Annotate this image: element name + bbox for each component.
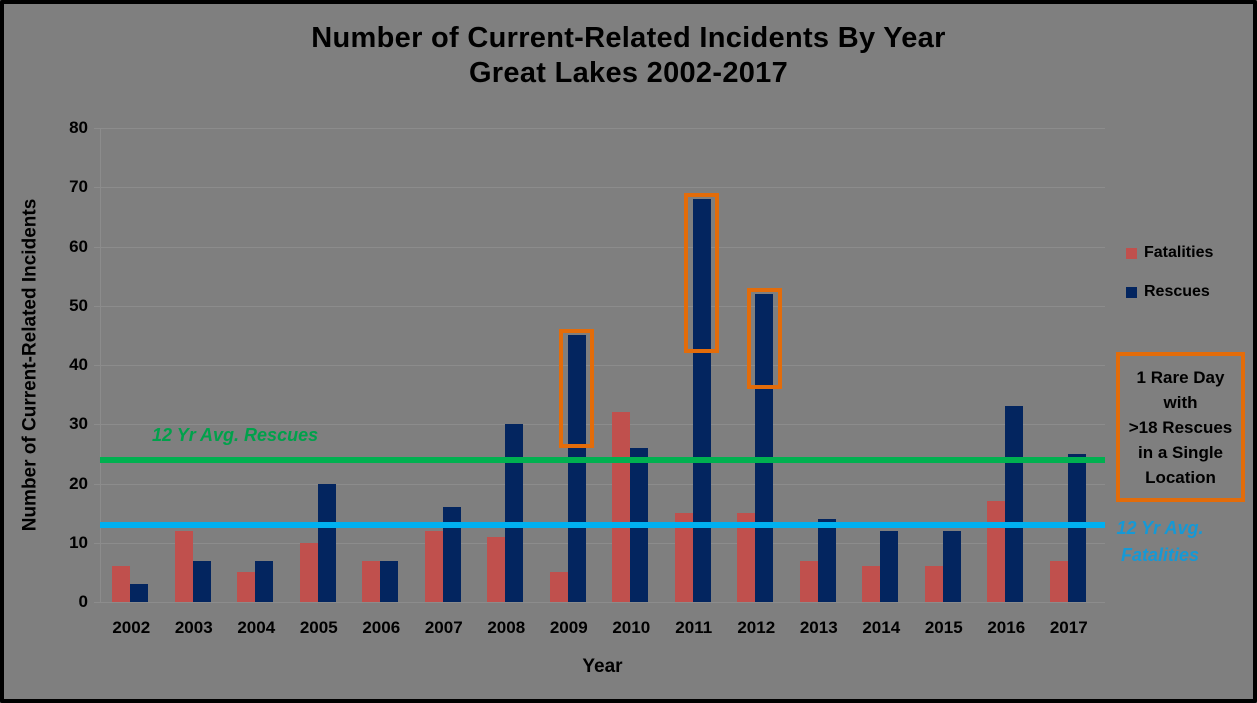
bar-fatalities-2010	[612, 412, 631, 602]
legend-item-fatalities: Fatalities	[1126, 244, 1213, 262]
bar-rescues-2003	[192, 560, 211, 602]
y-tick-label: 80	[69, 118, 88, 137]
bar-rescues-2006	[380, 560, 399, 602]
y-axis-tick-80	[94, 128, 100, 129]
bar-rescues-2011	[692, 199, 711, 602]
gridline-0	[100, 602, 1105, 603]
bar-rescues-2009	[567, 335, 586, 602]
y-tick-label: 40	[69, 355, 88, 374]
y-axis-tick-30	[94, 424, 100, 425]
x-tick-label-2013: 2013	[799, 618, 838, 637]
gridline-40	[100, 365, 1105, 366]
x-tick-label-2009: 2009	[549, 618, 588, 637]
x-tick-label-2010: 2010	[612, 618, 651, 637]
chart-title-line2: Great Lakes 2002-2017	[468, 57, 789, 89]
y-axis-tick-60	[94, 247, 100, 248]
y-tick-label: 30	[69, 414, 88, 433]
y-tick-label: 0	[78, 592, 88, 611]
y-tick-label: 70	[69, 177, 88, 196]
legend-label-fatalities: Fatalities	[1144, 244, 1214, 261]
bar-fatalities-2006	[362, 560, 381, 602]
bar-fatalities-2007	[424, 530, 443, 602]
bar-fatalities-2003	[174, 530, 193, 602]
gridline-30	[100, 424, 1105, 425]
bar-fatalities-2013	[799, 560, 818, 602]
y-axis-line	[100, 128, 101, 602]
bar-fatalities-2008	[487, 536, 506, 602]
bar-fatalities-2009	[549, 572, 568, 602]
bar-rescues-2008	[505, 424, 524, 602]
bar-fatalities-2011	[674, 513, 693, 602]
y-tick-label: 50	[69, 296, 88, 315]
y-axis-tick-0	[94, 602, 100, 603]
bar-fatalities-2017	[1049, 560, 1068, 602]
fatalities-swatch-icon	[1126, 247, 1137, 259]
x-tick-label-2016: 2016	[987, 618, 1026, 637]
bar-rescues-2005	[317, 483, 336, 602]
y-axis-tick-20	[94, 484, 100, 485]
gridline-20	[100, 484, 1105, 485]
highlight-box-2009	[559, 329, 595, 448]
highlight-box-2011	[684, 193, 720, 354]
bar-rescues-2007	[442, 507, 461, 602]
y-axis-tick-40	[94, 365, 100, 366]
avg-rescues-line-label: 12 Yr Avg. Rescues	[152, 425, 319, 445]
bar-fatalities-2016	[987, 501, 1006, 602]
y-axis-tick-70	[94, 187, 100, 188]
gridline-70	[100, 187, 1105, 188]
annotation-text: 1 Rare Day with >18 Rescues in a Single …	[1128, 367, 1233, 487]
bar-fatalities-2014	[862, 566, 881, 602]
bar-rescues-2014	[880, 530, 899, 602]
bar-rescues-2002	[130, 584, 149, 602]
bar-fatalities-2002	[112, 566, 131, 602]
gridline-80	[100, 128, 1105, 129]
x-tick-label-2007: 2007	[424, 618, 463, 637]
rescues-swatch-icon	[1126, 286, 1137, 298]
bar-fatalities-2015	[924, 566, 943, 602]
x-tick-label-2011: 2011	[675, 618, 713, 637]
bar-rescues-2013	[817, 519, 836, 602]
plot-area: 0 10 20 30 40 50 60 70 80 2002 2003 2004 2005 2006 200…	[4, 4, 1253, 699]
x-tick-label-2004: 2004	[237, 618, 276, 637]
bar-rescues-2004	[255, 560, 274, 602]
gridline-50	[100, 306, 1105, 307]
y-tick-label: 60	[69, 237, 88, 256]
x-tick-label-2014: 2014	[862, 618, 901, 637]
y-axis-tick-50	[94, 306, 100, 307]
legend-item-rescues: Rescues	[1126, 283, 1213, 301]
bar-rescues-2016	[1005, 406, 1024, 602]
x-tick-label-2015: 2015	[924, 618, 963, 637]
x-tick-label-2005: 2005	[299, 618, 338, 637]
y-axis-tick-10	[94, 543, 100, 544]
y-tick-label: 20	[69, 474, 88, 493]
x-tick-label-2003: 2003	[174, 618, 213, 637]
legend-label-rescues: Rescues	[1144, 283, 1210, 300]
legend: Fatalities Rescues	[1126, 244, 1213, 322]
y-tick-label: 10	[69, 533, 88, 552]
avg-line-avgfatalities	[100, 521, 1105, 528]
bar-fatalities-2012	[737, 513, 756, 602]
x-tick-label-2006: 2006	[362, 618, 401, 637]
gridline-60	[100, 247, 1105, 248]
x-tick-label-2002: 2002	[112, 618, 151, 637]
bar-fatalities-2004	[237, 572, 256, 602]
avg-fatalities-line-label: 12 Yr Avg. Fatalities	[1116, 518, 1204, 565]
avg-line-rescues	[100, 456, 1105, 463]
bar-rescues-2015	[942, 530, 961, 602]
x-tick-label-2008: 2008	[487, 618, 526, 637]
highlight-box-2012	[746, 287, 782, 389]
x-axis-title: Year	[582, 656, 623, 677]
gridline-10	[100, 543, 1105, 544]
annotation-box: 1 Rare Day with >18 Rescues in a Single …	[1116, 352, 1245, 502]
chart-title-line1: Number of Current-Related Incidents By Y…	[311, 22, 946, 54]
x-tick-label-2017: 2017	[1049, 618, 1088, 637]
x-tick-label-2012: 2012	[737, 618, 776, 637]
bar-fatalities-2005	[299, 542, 318, 602]
